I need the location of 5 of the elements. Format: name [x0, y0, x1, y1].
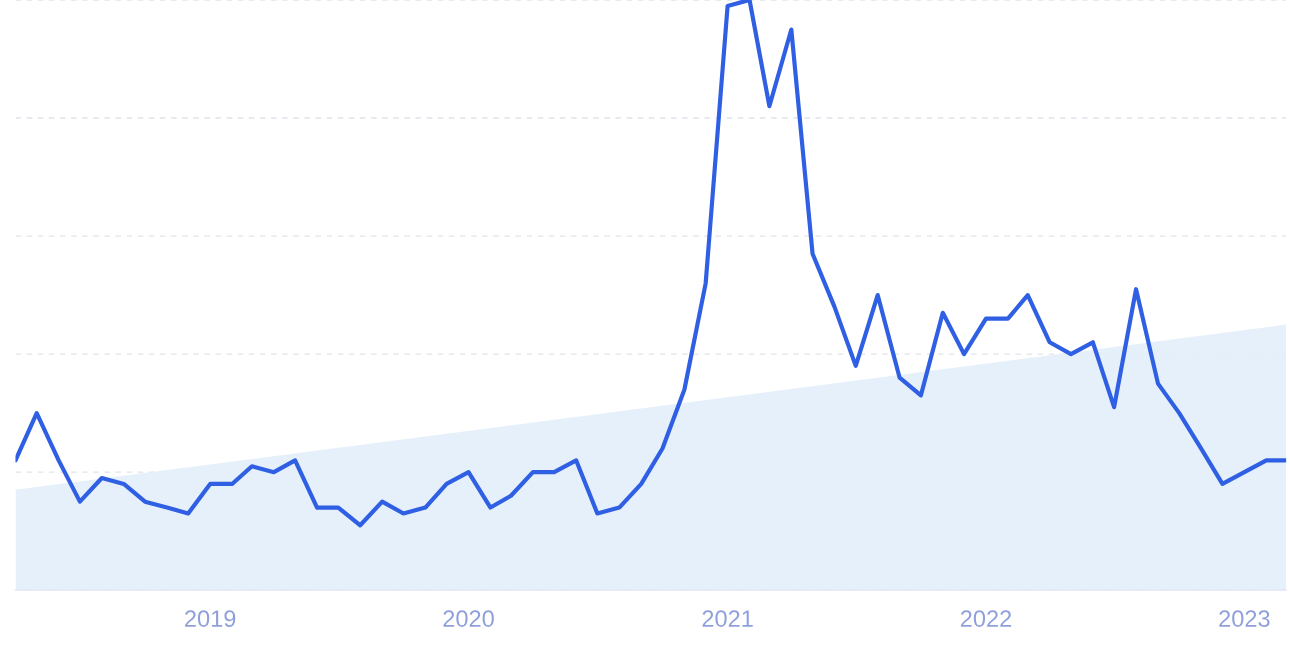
x-tick-label: 2022 [960, 610, 1012, 627]
x-tick-label: 2023 [1219, 610, 1270, 627]
x-tick-label: 2020 [443, 610, 494, 627]
x-tick-label: 2021 [702, 610, 753, 627]
x-tick-label: 2019 [185, 610, 236, 627]
